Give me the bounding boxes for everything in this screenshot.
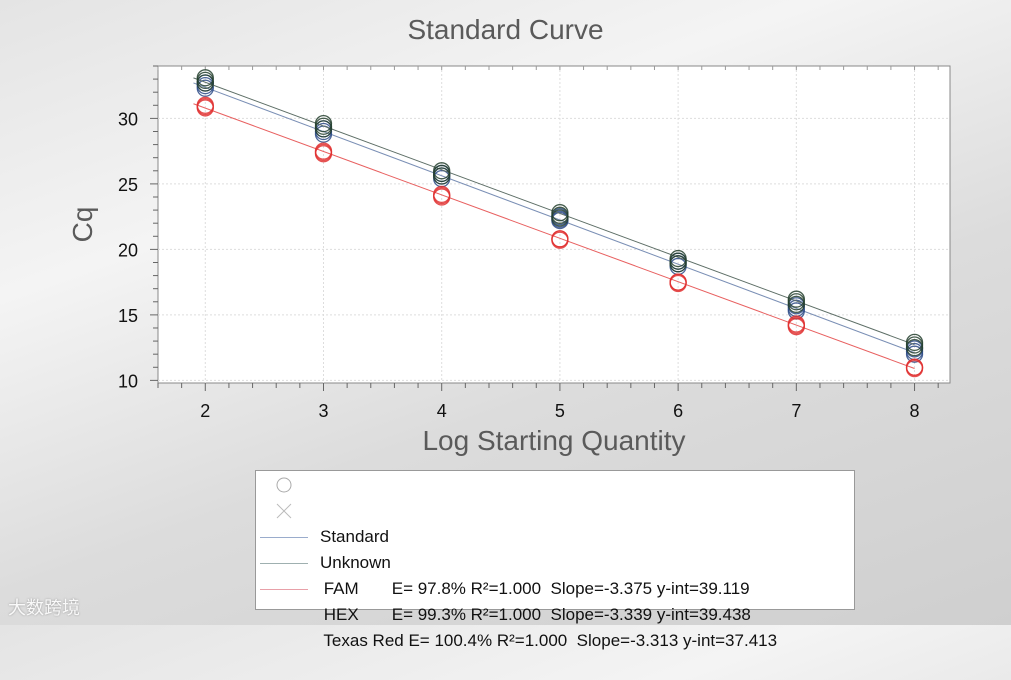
texas-red-data-point [433, 185, 451, 204]
legend-unknown-label: Unknown [320, 553, 391, 572]
y-tick-label: 15 [118, 306, 138, 326]
hex-data-point [433, 162, 451, 180]
texas-red-data-point [905, 358, 924, 376]
hex-data-point [314, 114, 333, 133]
hex-data-point [905, 333, 924, 352]
x-tick-label: 5 [555, 401, 565, 421]
y-tick-label: 20 [118, 240, 138, 260]
legend-texas-red: Texas Red E= 100.4% R²=1.000 Slope=-3.31… [256, 576, 854, 650]
x-tick-label: 8 [910, 401, 920, 421]
texas-red-data-point [787, 315, 805, 333]
legend-fam-label: FAM E= 97.8% R²=1.000 Slope=-3.375 y-int… [319, 579, 750, 598]
legend-standard-label: Standard [320, 527, 389, 546]
y-tick-label: 25 [118, 175, 138, 195]
hex-fit-line [193, 77, 915, 346]
texas-red-fit-line [193, 103, 915, 369]
x-tick-label: 7 [791, 401, 801, 421]
circle-icon [276, 477, 292, 493]
standard-curve-chart: 2 3 4 5 6 7 8 10 15 20 25 30 Log Starting Quantity Cq [67, 65, 951, 456]
watermark-logo: 大数跨境 [8, 598, 80, 618]
y-tick-label: 10 [118, 371, 138, 391]
legend: Standard Unknown FAM E= 97.8% R²=1.000 S… [255, 470, 855, 650]
hex-data-point [669, 249, 687, 268]
fam-line-icon [260, 537, 308, 538]
y-tick-label: 30 [118, 109, 138, 129]
x-axis-label: Log Starting Quantity [422, 425, 685, 456]
legend-unknown: Unknown [256, 498, 391, 572]
texas-red-data-point [669, 273, 687, 291]
texas-red-data-point [551, 230, 569, 248]
x-tick-label: 4 [437, 401, 447, 421]
texas-red-data-point [314, 142, 333, 160]
hex-data-point [669, 255, 687, 273]
x-tick-label: 2 [200, 401, 210, 421]
legend-hex: HEX E= 99.3% R²=1.000 Slope=-3.339 y-int… [256, 550, 854, 624]
hex-data-point [787, 290, 805, 308]
texas-red-line-icon [260, 589, 308, 590]
x-tick-label: 6 [673, 401, 683, 421]
hex-data-point [551, 204, 569, 222]
chart-title: Standard Curve [407, 14, 604, 45]
hex-data-point [433, 167, 451, 185]
y-axis-label: Cq [67, 207, 98, 243]
hex-line-icon [260, 563, 308, 564]
texas-red-data-point [196, 96, 214, 114]
legend-fam: FAM E= 97.8% R²=1.000 Slope=-3.375 y-int… [256, 524, 854, 598]
x-tick-label: 3 [318, 401, 328, 421]
hex-data-point [196, 69, 214, 87]
x-mark-icon [276, 503, 292, 519]
legend-standard: Standard [256, 472, 389, 546]
legend-texas-red-label: Texas Red E= 100.4% R²=1.000 Slope=-3.31… [319, 631, 778, 650]
legend-hex-label: HEX E= 99.3% R²=1.000 Slope=-3.339 y-int… [319, 605, 751, 624]
